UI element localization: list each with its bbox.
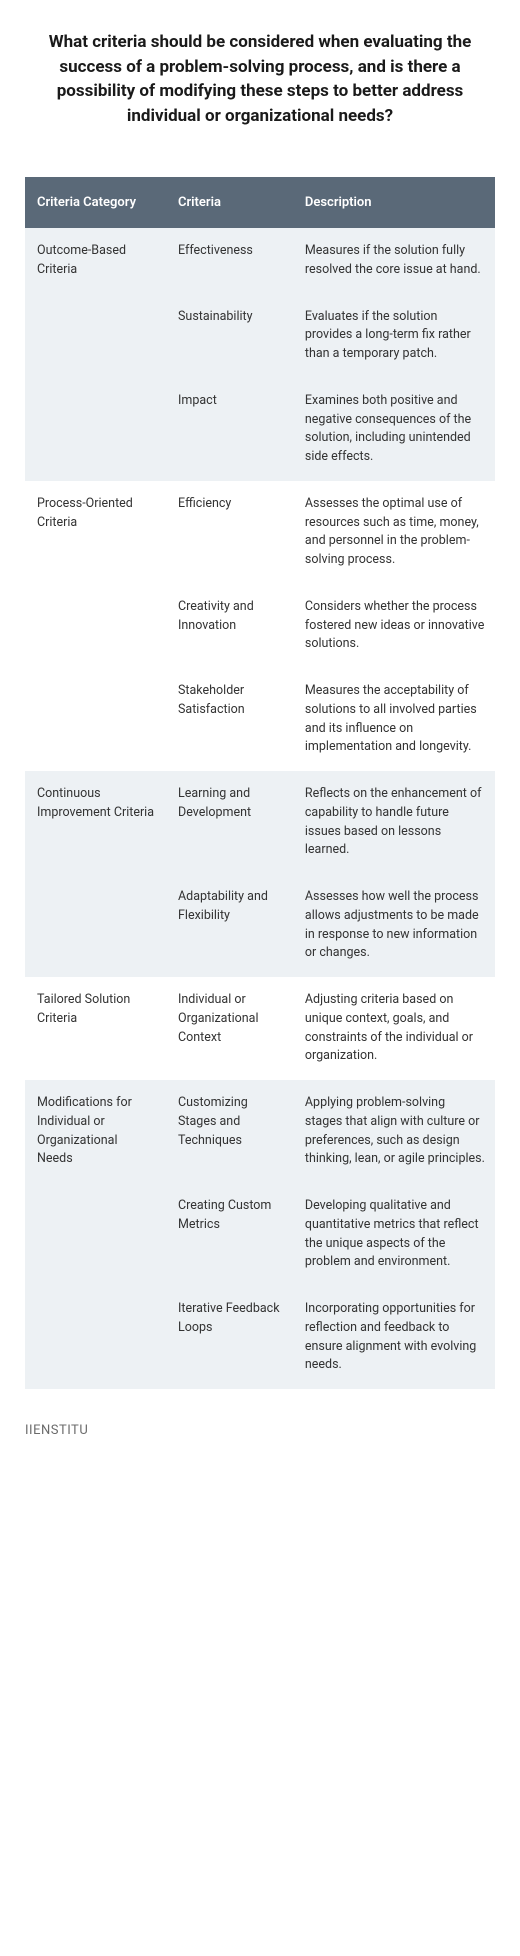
cell-criteria: Effectiveness [166,228,293,294]
main-container: What criteria should be considered when … [0,0,520,1409]
cell-description: Examines both positive and negative cons… [293,378,495,481]
cell-description: Applying problem-solving stages that ali… [293,1080,495,1183]
cell-description: Incorporating opportunities for reflecti… [293,1286,495,1389]
cell-category: Tailored Solution Criteria [25,977,166,1080]
table-row: Continuous Improvement CriteriaLearning … [25,771,495,874]
cell-criteria: Creativity and Innovation [166,584,293,668]
table-row: Process-Oriented CriteriaEfficiencyAsses… [25,481,495,584]
header-description: Description [293,177,495,229]
table-body: Outcome-Based CriteriaEffectivenessMeasu… [25,228,495,1389]
cell-criteria: Impact [166,378,293,481]
cell-criteria: Efficiency [166,481,293,584]
cell-category: Outcome-Based Criteria [25,228,166,481]
cell-criteria: Iterative Feedback Loops [166,1286,293,1389]
cell-criteria: Customizing Stages and Techniques [166,1080,293,1183]
cell-description: Reflects on the enhancement of capabilit… [293,771,495,874]
criteria-table: Criteria Category Criteria Description O… [25,177,495,1390]
cell-category: Modifications for Individual or Organiza… [25,1080,166,1389]
cell-criteria: Individual or Organizational Context [166,977,293,1080]
cell-description: Evaluates if the solution provides a lon… [293,294,495,378]
footer-brand: IIENSTITU [0,1409,520,1454]
cell-description: Developing qualitative and quantitative … [293,1183,495,1286]
cell-criteria: Learning and Development [166,771,293,874]
cell-description: Adjusting criteria based on unique conte… [293,977,495,1080]
cell-description: Measures the acceptability of solutions … [293,668,495,771]
page-title: What criteria should be considered when … [25,30,495,129]
header-category: Criteria Category [25,177,166,229]
table-header-row: Criteria Category Criteria Description [25,177,495,229]
cell-criteria: Adaptability and Flexibility [166,874,293,977]
cell-criteria: Sustainability [166,294,293,378]
cell-category: Continuous Improvement Criteria [25,771,166,977]
cell-criteria: Stakeholder Satisfaction [166,668,293,771]
cell-description: Assesses how well the process allows adj… [293,874,495,977]
table-row: Tailored Solution CriteriaIndividual or … [25,977,495,1080]
cell-criteria: Creating Custom Metrics [166,1183,293,1286]
cell-description: Assesses the optimal use of resources su… [293,481,495,584]
cell-description: Measures if the solution fully resolved … [293,228,495,294]
table-row: Outcome-Based CriteriaEffectivenessMeasu… [25,228,495,294]
cell-description: Considers whether the process fostered n… [293,584,495,668]
header-criteria: Criteria [166,177,293,229]
table-row: Modifications for Individual or Organiza… [25,1080,495,1183]
cell-category: Process-Oriented Criteria [25,481,166,771]
